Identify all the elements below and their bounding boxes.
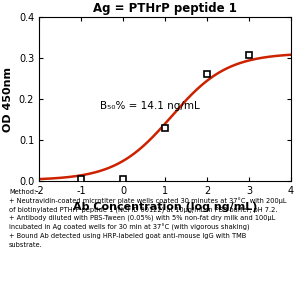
Y-axis label: OD 450nm: OD 450nm [3, 67, 13, 132]
Text: Method:
+ Neutravidin-coated microtiter plate wells coated 30 minutes at 37°C  w: Method: + Neutravidin-coated microtiter … [9, 189, 286, 248]
Title: CPTC-PTHrP-1
(FSAI061-2D11)
Ag = PTHrP peptide 1: CPTC-PTHrP-1 (FSAI061-2D11) Ag = PTHrP p… [93, 0, 237, 15]
X-axis label: Ab Concentration (log ng/mL): Ab Concentration (log ng/mL) [73, 202, 257, 212]
Text: B₅₀% = 14.1 ng/mL: B₅₀% = 14.1 ng/mL [100, 101, 200, 111]
